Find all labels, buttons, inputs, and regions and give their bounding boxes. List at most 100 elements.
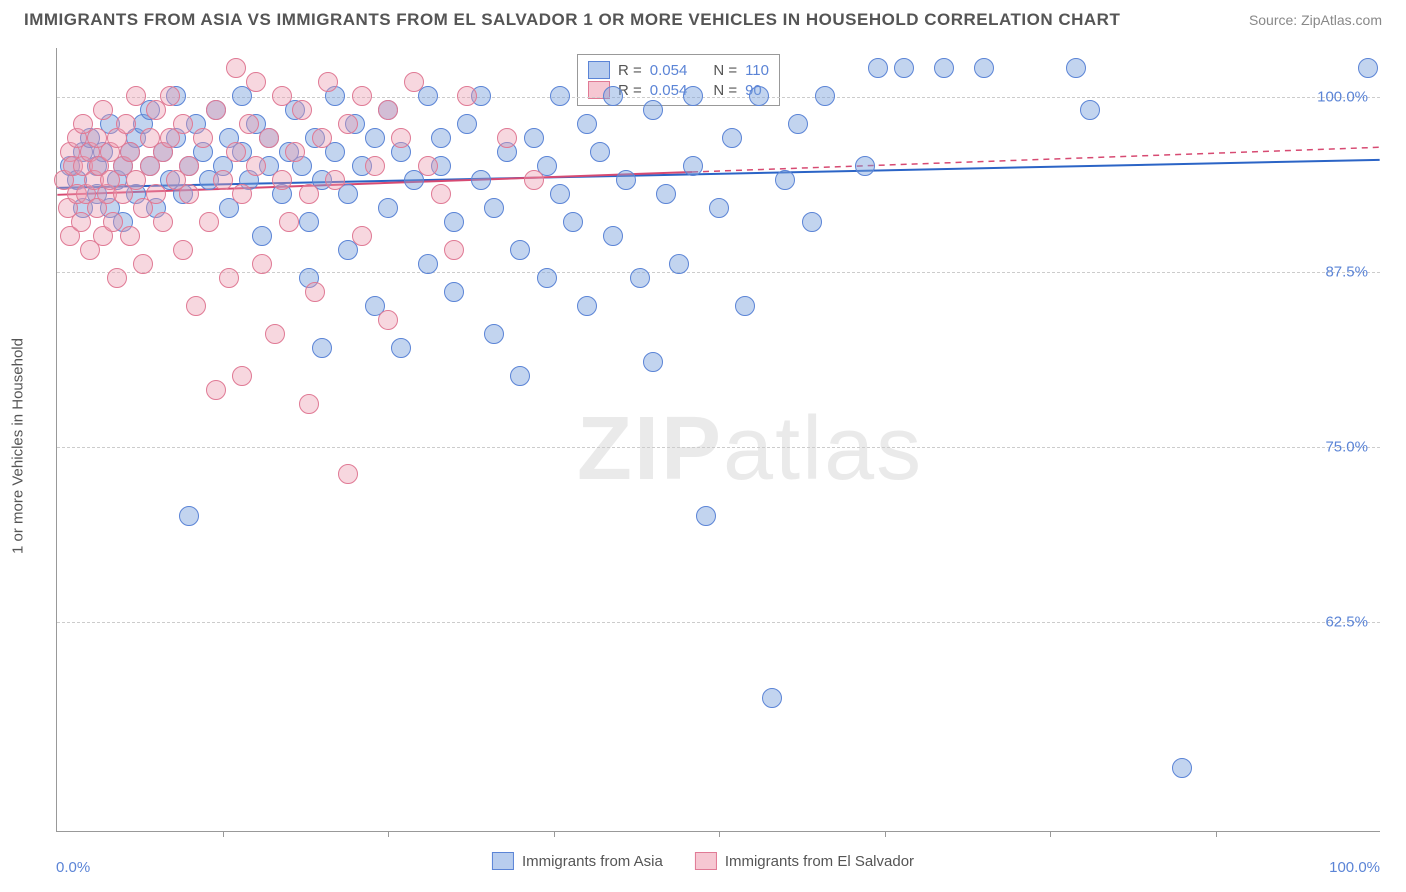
- data-point-asia: [894, 58, 914, 78]
- data-point-asia: [299, 212, 319, 232]
- data-point-el_salvador: [292, 100, 312, 120]
- x-tick: [719, 831, 720, 837]
- data-point-el_salvador: [252, 254, 272, 274]
- data-point-el_salvador: [404, 72, 424, 92]
- data-point-asia: [590, 142, 610, 162]
- data-point-el_salvador: [418, 156, 438, 176]
- data-point-asia: [484, 324, 504, 344]
- data-point-el_salvador: [279, 212, 299, 232]
- data-point-asia: [524, 128, 544, 148]
- data-point-asia: [550, 86, 570, 106]
- data-point-el_salvador: [285, 142, 305, 162]
- legend-n-label: N =: [713, 82, 737, 99]
- data-point-asia: [788, 114, 808, 134]
- data-point-el_salvador: [457, 86, 477, 106]
- y-tick-label: 87.5%: [1325, 264, 1368, 281]
- data-point-el_salvador: [120, 142, 140, 162]
- data-point-asia: [855, 156, 875, 176]
- legend-r-label: R =: [618, 62, 642, 79]
- gridline: [57, 622, 1380, 623]
- data-point-el_salvador: [173, 114, 193, 134]
- legend-n-label: N =: [713, 62, 737, 79]
- legend-swatch: [588, 61, 610, 79]
- data-point-el_salvador: [199, 212, 219, 232]
- data-point-el_salvador: [93, 100, 113, 120]
- data-point-asia: [252, 226, 272, 246]
- legend-r-value: 0.054: [650, 62, 688, 79]
- data-point-el_salvador: [265, 324, 285, 344]
- data-point-asia: [868, 58, 888, 78]
- data-point-asia: [683, 86, 703, 106]
- data-point-el_salvador: [206, 100, 226, 120]
- data-point-el_salvador: [378, 310, 398, 330]
- data-point-asia: [378, 198, 398, 218]
- trend-line-el_salvador-extrapolated: [692, 147, 1380, 172]
- data-point-asia: [603, 86, 623, 106]
- legend-n-value: 110: [745, 62, 769, 79]
- data-point-el_salvador: [133, 254, 153, 274]
- data-point-el_salvador: [71, 212, 91, 232]
- data-point-el_salvador: [338, 464, 358, 484]
- data-point-asia: [365, 128, 385, 148]
- data-point-el_salvador: [146, 184, 166, 204]
- watermark: ZIPatlas: [577, 398, 923, 501]
- data-point-el_salvador: [193, 128, 213, 148]
- legend-series-item: Immigrants from El Salvador: [695, 852, 914, 870]
- gridline: [57, 447, 1380, 448]
- x-tick: [1050, 831, 1051, 837]
- data-point-asia: [643, 352, 663, 372]
- data-point-el_salvador: [160, 86, 180, 106]
- data-point-el_salvador: [246, 156, 266, 176]
- data-point-asia: [312, 338, 332, 358]
- data-point-asia: [735, 296, 755, 316]
- data-point-el_salvador: [318, 72, 338, 92]
- data-point-el_salvador: [120, 226, 140, 246]
- data-point-el_salvador: [299, 394, 319, 414]
- data-point-asia: [630, 268, 650, 288]
- data-point-el_salvador: [232, 184, 252, 204]
- data-point-el_salvador: [259, 128, 279, 148]
- data-point-asia: [1358, 58, 1378, 78]
- legend-series: Immigrants from Asia Immigrants from El S…: [492, 852, 914, 870]
- data-point-asia: [431, 128, 451, 148]
- data-point-asia: [537, 268, 557, 288]
- data-point-asia: [510, 366, 530, 386]
- data-point-asia: [974, 58, 994, 78]
- data-point-el_salvador: [186, 296, 206, 316]
- data-point-asia: [510, 240, 530, 260]
- data-point-asia: [484, 198, 504, 218]
- data-point-el_salvador: [338, 114, 358, 134]
- legend-series-item: Immigrants from Asia: [492, 852, 663, 870]
- data-point-asia: [775, 170, 795, 190]
- data-point-asia: [444, 212, 464, 232]
- data-point-asia: [444, 282, 464, 302]
- data-point-asia: [762, 688, 782, 708]
- plot-area: ZIPatlas R =0.054N =110R =0.054N =90 62.…: [56, 48, 1380, 832]
- x-tick: [1216, 831, 1217, 837]
- data-point-el_salvador: [179, 156, 199, 176]
- data-point-el_salvador: [431, 184, 451, 204]
- data-point-el_salvador: [232, 366, 252, 386]
- y-axis-title: 1 or more Vehicles in Household: [10, 338, 27, 554]
- data-point-asia: [418, 254, 438, 274]
- data-point-asia: [550, 184, 570, 204]
- data-point-el_salvador: [206, 380, 226, 400]
- x-axis-min-label: 0.0%: [56, 859, 90, 876]
- data-point-asia: [577, 114, 597, 134]
- data-point-el_salvador: [444, 240, 464, 260]
- data-point-asia: [696, 506, 716, 526]
- data-point-el_salvador: [226, 58, 246, 78]
- data-point-asia: [934, 58, 954, 78]
- data-point-asia: [603, 226, 623, 246]
- x-axis-max-label: 100.0%: [1329, 859, 1380, 876]
- data-point-asia: [709, 198, 729, 218]
- data-point-el_salvador: [312, 128, 332, 148]
- data-point-asia: [643, 100, 663, 120]
- data-point-el_salvador: [391, 128, 411, 148]
- legend-series-label: Immigrants from Asia: [522, 853, 663, 870]
- data-point-el_salvador: [213, 170, 233, 190]
- y-tick-label: 100.0%: [1317, 89, 1368, 106]
- data-point-asia: [1172, 758, 1192, 778]
- x-tick: [554, 831, 555, 837]
- legend-swatch: [695, 852, 717, 870]
